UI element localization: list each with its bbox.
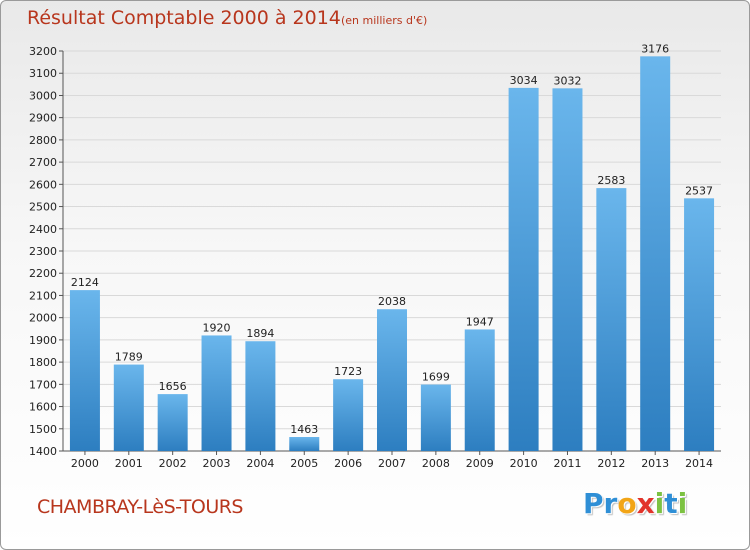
y-tick-label: 3000 [29, 89, 57, 102]
y-tick-label: 2100 [29, 289, 57, 302]
y-tick-label: 1600 [29, 401, 57, 414]
data-label: 2583 [597, 174, 625, 187]
data-label: 2537 [685, 184, 713, 197]
x-tick-label: 2007 [378, 457, 406, 470]
logo-letter: t [664, 487, 678, 520]
bar[interactable] [333, 379, 364, 451]
bar[interactable] [157, 394, 188, 451]
data-label: 1723 [334, 365, 362, 378]
bar[interactable] [508, 87, 539, 451]
logo-letter: r [603, 487, 618, 520]
x-tick-label: 2005 [290, 457, 318, 470]
y-tick-label: 2800 [29, 134, 57, 147]
data-label: 3176 [641, 42, 669, 55]
x-tick-label: 2013 [641, 457, 669, 470]
bar[interactable] [464, 329, 495, 451]
data-label: 1894 [246, 327, 274, 340]
commune-name: CHAMBRAY-LèS-TOURS [37, 496, 243, 518]
x-tick-label: 2014 [685, 457, 713, 470]
x-tick-label: 2002 [159, 457, 187, 470]
data-label: 1656 [159, 380, 187, 393]
y-tick-label: 1700 [29, 378, 57, 391]
data-label: 1463 [290, 423, 318, 436]
y-tick-label: 2300 [29, 245, 57, 258]
data-label: 2038 [378, 295, 406, 308]
bar[interactable] [289, 437, 320, 451]
y-tick-label: 2200 [29, 267, 57, 280]
logo-letter: P [583, 487, 604, 520]
y-tick-label: 1800 [29, 356, 57, 369]
x-tick-label: 2006 [334, 457, 362, 470]
y-tick-label: 2600 [29, 178, 57, 191]
bar[interactable] [377, 309, 407, 451]
data-labels: 2124 1789 1656 1920 1894 1463 1723 2038 1699 1947… [71, 42, 713, 436]
bars [69, 56, 715, 451]
y-tick-label: 2900 [29, 112, 57, 125]
bar[interactable] [201, 335, 232, 451]
bar[interactable] [552, 88, 583, 451]
bar[interactable] [684, 198, 715, 451]
logo-letter: i [654, 487, 665, 520]
y-tick-label: 1900 [29, 334, 57, 347]
bar[interactable] [69, 290, 100, 451]
data-label: 3034 [510, 74, 538, 87]
x-tick-label: 2004 [246, 457, 274, 470]
y-tick-label: 2700 [29, 156, 57, 169]
bar[interactable] [245, 341, 276, 451]
x-tick-label: 2012 [597, 457, 625, 470]
data-label: 1699 [422, 371, 450, 384]
bar[interactable] [113, 364, 144, 451]
x-tick-label: 2011 [553, 457, 581, 470]
chart-title: Résultat Comptable 2000 à 2014 [27, 7, 341, 29]
y-tick-label: 2500 [29, 201, 57, 214]
y-tick-label: 3200 [29, 45, 57, 58]
data-label: 2124 [71, 276, 99, 289]
logo-letter: i [677, 487, 688, 520]
bar[interactable] [640, 56, 671, 451]
logo-letter: x [636, 487, 655, 520]
bar[interactable] [596, 188, 627, 451]
data-label: 1920 [203, 321, 231, 334]
y-tick-label: 1500 [29, 423, 57, 436]
x-tick-label: 2008 [422, 457, 450, 470]
logo-letter: o [617, 487, 637, 520]
data-label: 1789 [115, 351, 143, 364]
bar[interactable] [420, 384, 451, 451]
y-tick-label: 2400 [29, 223, 57, 236]
x-tick-label: 2000 [71, 457, 99, 470]
proxiti-logo[interactable]: Proxiti [583, 487, 687, 520]
chart-subtitle: (en milliers d'€) [341, 14, 428, 27]
x-tick-label: 2003 [203, 457, 231, 470]
y-tick-label: 3100 [29, 67, 57, 80]
x-tick-label: 2001 [115, 457, 143, 470]
x-tick-label: 2010 [510, 457, 538, 470]
data-label: 3032 [553, 74, 581, 87]
y-tick-label: 2000 [29, 312, 57, 325]
y-tick-label: 1400 [29, 445, 57, 458]
data-label: 1947 [466, 315, 494, 328]
x-tick-label: 2009 [466, 457, 494, 470]
